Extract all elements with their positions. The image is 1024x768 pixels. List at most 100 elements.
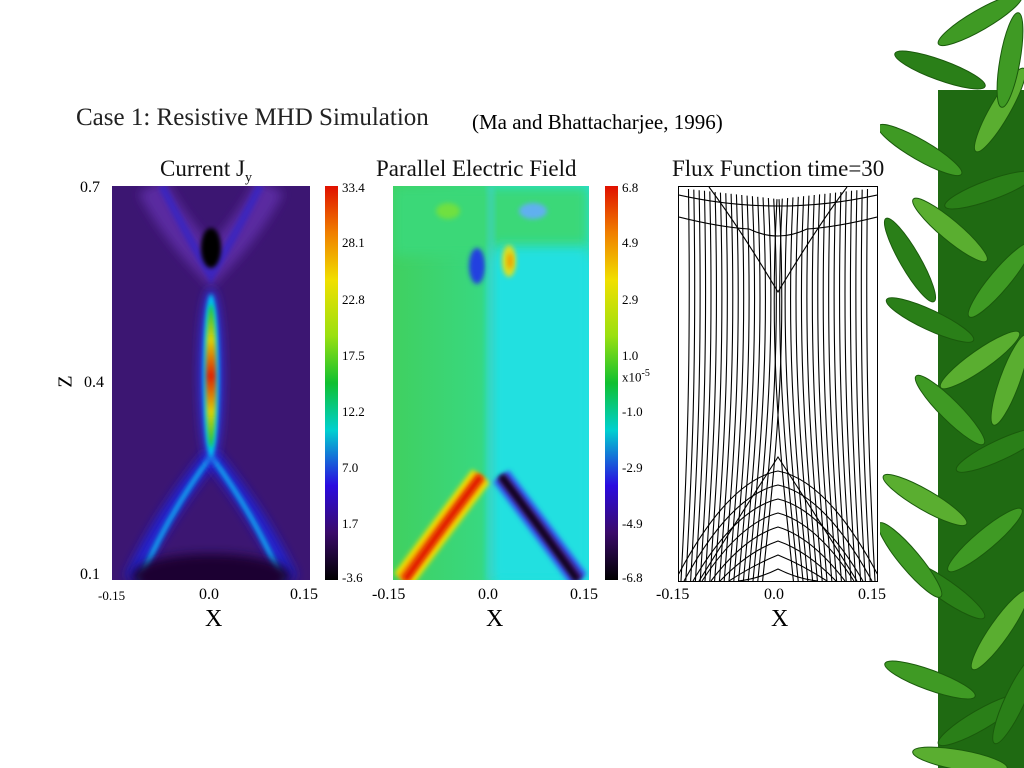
p2-xtick-left: -0.15	[372, 586, 406, 603]
flux-contour-line	[718, 193, 734, 581]
flux-contour-line	[699, 191, 712, 581]
cb2-tick: -4.9	[622, 516, 643, 531]
bamboo-leaf	[894, 50, 986, 90]
flux-contour-line	[844, 191, 857, 581]
bamboo-leaf	[880, 522, 943, 598]
flux-contour-line	[683, 484, 873, 581]
p1-xlabel: X	[205, 606, 223, 632]
flux-contour-line	[685, 189, 696, 581]
flux-contour-line	[679, 470, 877, 575]
flux-contour-line	[680, 188, 690, 581]
bamboo-leaf	[970, 589, 1024, 671]
flux-contour-line	[795, 196, 814, 581]
bamboo-leaf	[955, 427, 1024, 473]
p2-xlabel: X	[486, 606, 504, 632]
y-axis-label: Z	[54, 375, 77, 388]
panel-current-title: Current Jy	[160, 156, 252, 187]
bamboo-leaves-decoration	[880, 0, 1024, 768]
bamboo-leaf	[882, 473, 968, 527]
flux-contour-line	[728, 554, 828, 581]
flux-contour-line	[866, 188, 876, 581]
bamboo-leaf	[992, 655, 1024, 745]
cb2-scale-label: x10-5	[622, 368, 650, 385]
flux-contour-line	[800, 196, 818, 581]
cb1-tick: 12.2	[342, 404, 365, 419]
flux-contour-line	[773, 199, 794, 581]
bamboo-leaf	[914, 374, 986, 446]
bamboo-leaf	[912, 197, 988, 263]
p2-xtick-center: 0.0	[478, 586, 498, 603]
flux-contour-line	[704, 191, 718, 581]
p2-xtick-right: 0.15	[570, 586, 598, 603]
p1-xtick-right: 0.15	[290, 586, 318, 603]
panel-current-title-subscript: y	[244, 170, 252, 186]
efield-colorbar	[605, 186, 618, 580]
flux-contour-line	[757, 198, 777, 581]
p1-xtick-center: 0.0	[199, 586, 219, 603]
cb1-tick: 1.7	[342, 516, 359, 531]
current-colorbar	[325, 186, 338, 580]
flux-contour-plot	[678, 186, 878, 582]
cb1-tick: 22.8	[342, 292, 365, 307]
cb1-tick: 33.4	[342, 180, 365, 195]
flux-contour-line	[855, 190, 866, 581]
bamboo-leaf	[884, 660, 976, 700]
p3-xtick-right: 0.15	[858, 586, 886, 603]
flux-contour-line	[762, 199, 783, 581]
flux-contour-line	[719, 540, 837, 581]
flux-contour-line	[694, 190, 707, 581]
p3-xlabel: X	[771, 606, 789, 632]
flux-contour-line	[723, 194, 739, 581]
cb2-tick: 6.8	[622, 180, 639, 195]
ytick-top: 0.7	[80, 179, 100, 196]
flux-contour-line	[714, 193, 728, 581]
flux-contour-line	[838, 191, 852, 581]
cb1-tick: 17.5	[342, 348, 365, 363]
ytick-bottom: 0.1	[80, 566, 100, 583]
panel-flux-title: Flux Function time=30	[672, 156, 885, 181]
citation: (Ma and Bhattacharjee, 1996)	[472, 110, 723, 134]
flux-contours	[679, 187, 877, 581]
p3-xtick-left: -0.15	[656, 586, 690, 603]
flux-contour-line	[679, 194, 877, 207]
ytick-middle: 0.4	[84, 374, 104, 391]
bamboo-leaf	[885, 297, 975, 343]
flux-contour-line	[860, 189, 871, 581]
bamboo-leaf	[883, 217, 937, 303]
cb2-scale-exponent: -5	[641, 368, 650, 379]
flux-contour-line	[728, 194, 745, 581]
cb2-scale-base: x10	[622, 369, 642, 385]
cb2-tick: -6.8	[622, 570, 643, 585]
cb2-tick: -1.0	[622, 404, 643, 419]
panel-current-title-main: Current J	[160, 156, 245, 181]
flux-contour-line	[822, 193, 838, 581]
p3-xtick-center: 0.0	[764, 586, 784, 603]
bamboo-leaf	[912, 746, 1008, 768]
flux-contour-line	[779, 198, 799, 581]
flux-contour-line	[747, 197, 767, 581]
figure-title: Case 1: Resistive MHD Simulation	[76, 104, 429, 131]
cb2-tick: 1.0	[622, 348, 639, 363]
flux-contour-line	[698, 455, 858, 581]
cb1-tick: -3.6	[342, 570, 363, 585]
flux-contour-line	[811, 194, 828, 581]
flux-contour-line	[709, 192, 723, 581]
cb1-tick: 28.1	[342, 235, 365, 250]
cb2-tick: 4.9	[622, 235, 639, 250]
bamboo-leaf	[944, 170, 1024, 210]
flux-contour-line	[708, 187, 848, 294]
current-heatmap	[112, 186, 310, 580]
flux-contour-line	[789, 197, 809, 581]
bamboo-leaf	[947, 507, 1023, 573]
flux-contour-line	[738, 196, 756, 581]
bamboo-leaf	[990, 334, 1024, 426]
flux-contour-line	[849, 190, 862, 581]
bamboo-leaf	[967, 242, 1024, 318]
bamboo-leaf	[996, 12, 1024, 108]
efield-heatmap	[393, 186, 589, 580]
flux-contour-line	[737, 568, 819, 581]
flux-contour-line	[833, 192, 847, 581]
flux-contour-line	[742, 196, 761, 581]
cb2-tick: -2.9	[622, 460, 643, 475]
cb2-tick: 2.9	[622, 292, 639, 307]
